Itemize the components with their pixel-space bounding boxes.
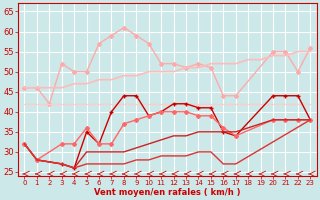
X-axis label: Vent moyen/en rafales ( km/h ): Vent moyen/en rafales ( km/h ) bbox=[94, 188, 241, 197]
